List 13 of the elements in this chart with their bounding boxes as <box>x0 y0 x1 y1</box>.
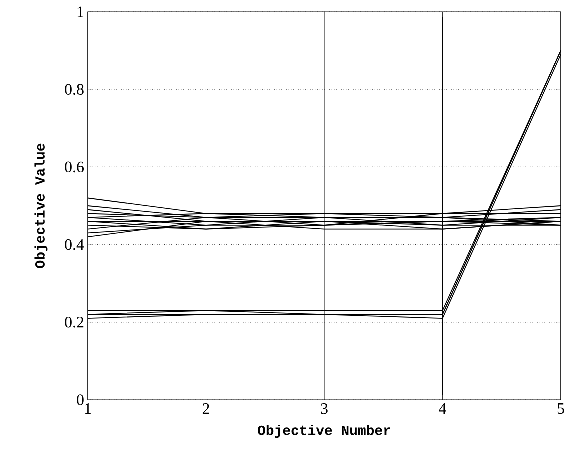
y-tick-label: 0 <box>77 394 84 406</box>
x-tick-label: 1 <box>85 404 92 414</box>
x-tick-label: 4 <box>439 404 446 414</box>
y-tick-label: 0.8 <box>65 84 84 96</box>
x-tick-label: 3 <box>321 404 328 414</box>
x-tick-label: 2 <box>202 404 210 414</box>
x-tick-label: 5 <box>558 404 564 414</box>
y-axis-title: Objective Value <box>34 144 48 268</box>
y-tick-label: 0.2 <box>65 316 84 328</box>
y-tick-label: 0.4 <box>65 239 84 250</box>
y-tick-label: 1 <box>78 6 84 18</box>
x-axis-title: Objective Number <box>258 425 390 438</box>
y-tick-label: 0.6 <box>65 162 84 173</box>
